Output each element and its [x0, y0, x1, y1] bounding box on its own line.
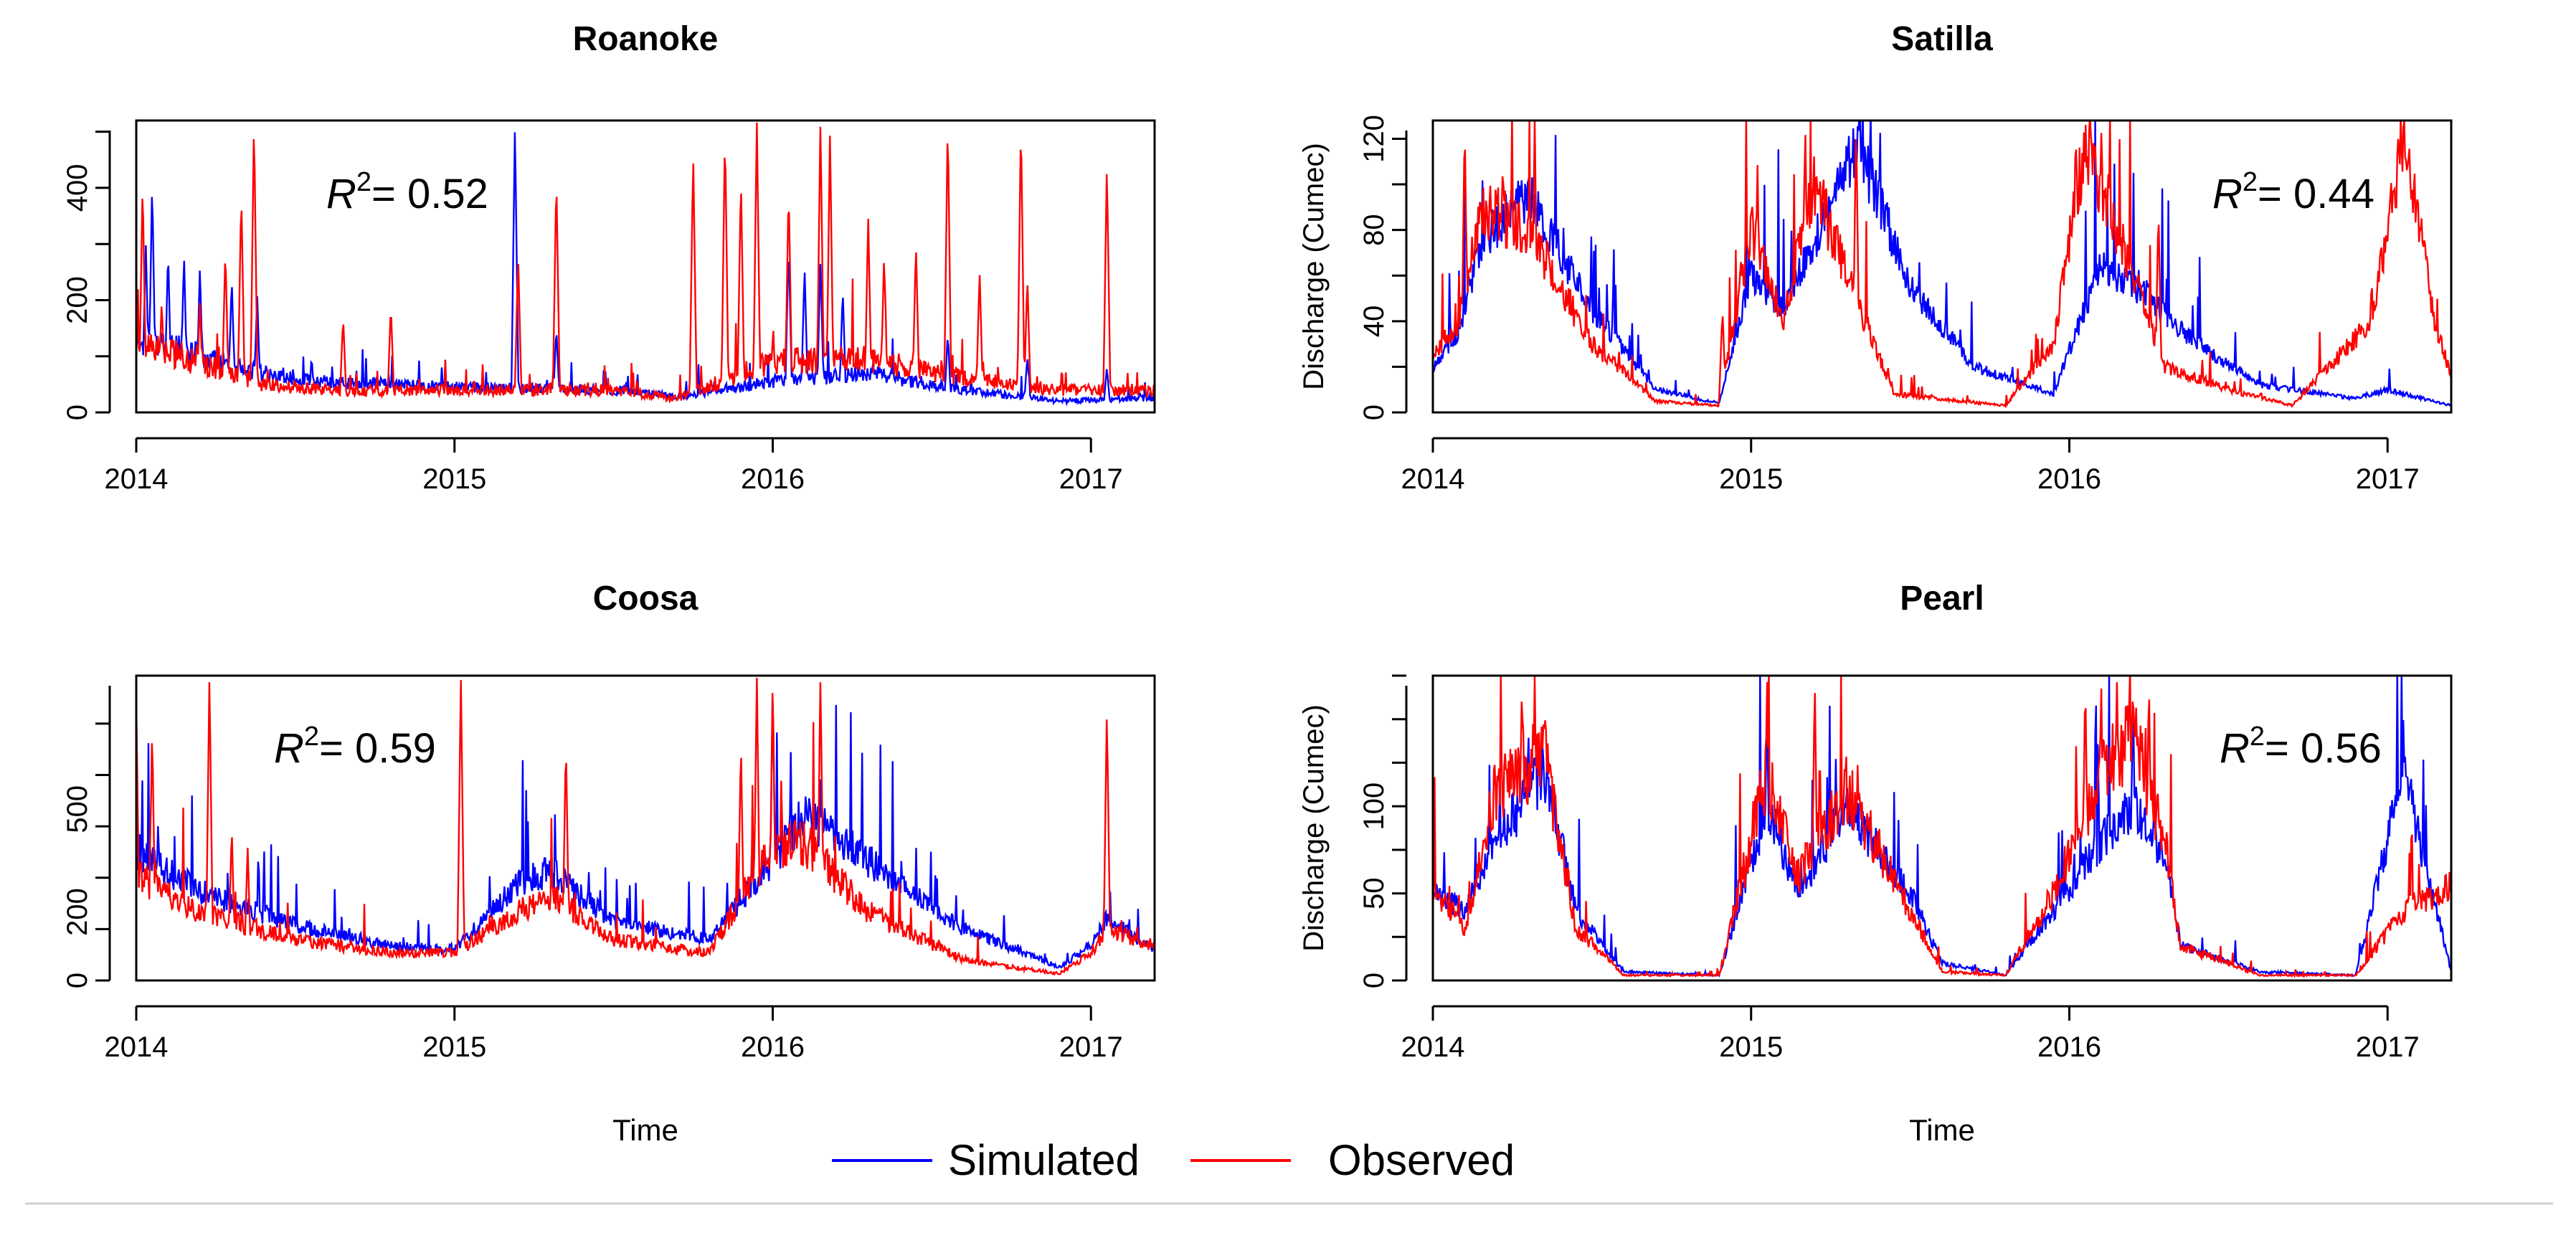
x-tick-label: 2017	[2356, 463, 2420, 495]
r-squared-superscript: 2	[2243, 167, 2258, 197]
y-tick-label: 400	[62, 164, 93, 212]
r-squared-annotation: R2= 0.56	[2220, 722, 2382, 772]
r-squared-superscript: 2	[304, 722, 319, 752]
r-squared-value: = 0.52	[371, 171, 488, 217]
x-tick-label: 2015	[1719, 463, 1783, 495]
panel-pearl: Pearl 0 50 100 2014 2015 2016 2017 Discharge (Cu…	[1298, 580, 2453, 1147]
r-squared-symbol: R	[274, 725, 304, 772]
r-squared-symbol: R	[2220, 725, 2250, 772]
x-tick-label: 2017	[2356, 1031, 2420, 1063]
chart-title: Roanoke	[573, 20, 719, 58]
x-axis-label: Time	[612, 1113, 678, 1147]
series-observed-line	[136, 122, 1155, 404]
y-tick-label: 200	[62, 888, 93, 936]
y-tick-label: 40	[1358, 306, 1390, 338]
x-tick-label: 2014	[1401, 1031, 1465, 1063]
plot-frame	[1431, 119, 2453, 414]
series-simulated-line	[1433, 676, 2451, 978]
series-observed-line	[136, 677, 1155, 976]
y-tick-label: 0	[1358, 405, 1390, 420]
x-tick-label: 2016	[741, 1031, 805, 1063]
x-tick-label: 2014	[105, 463, 169, 495]
chart-title: Coosa	[593, 580, 699, 618]
chart-title: Satilla	[1891, 20, 1993, 58]
y-tick-label: 200	[62, 276, 93, 324]
r-squared-superscript: 2	[2250, 722, 2265, 752]
r-squared-symbol: R	[326, 171, 356, 217]
x-tick-label: 2017	[1059, 463, 1123, 495]
x-tick-label: 2014	[1401, 463, 1465, 495]
legend-simulated-label: Simulated	[948, 1136, 1140, 1184]
x-tick-label: 2016	[2037, 1031, 2101, 1063]
y-tick-label: 120	[1358, 115, 1390, 163]
r-squared-annotation: R2= 0.52	[326, 167, 488, 217]
series-observed-line	[1433, 120, 2451, 409]
y-tick-label: 0	[1358, 973, 1390, 988]
x-tick-label: 2015	[422, 1031, 486, 1063]
panel-roanoke: Roanoke 0 200 400 2014 2015 2016 2017 R2= 0.52	[62, 20, 1156, 495]
x-tick-label: 2016	[741, 463, 805, 495]
panel-coosa: Coosa 0 200 500 2014 2015 2016 2017 Time R2= 0.59	[62, 580, 1156, 1147]
r-squared-value: = 0.56	[2265, 725, 2382, 772]
x-tick-label: 2015	[1719, 1031, 1783, 1063]
series-observed-line	[1433, 676, 2451, 979]
r-squared-annotation: R2= 0.44	[2212, 167, 2374, 217]
plot-frame	[1431, 674, 2453, 982]
r-squared-value: = 0.59	[319, 725, 436, 772]
r-squared-value: = 0.44	[2258, 171, 2374, 217]
y-tick-label: 0	[62, 973, 93, 988]
y-axis-label: Discharge (Cumec)	[1298, 704, 1330, 952]
y-tick-label: 0	[62, 405, 93, 420]
y-tick-label: 500	[62, 785, 93, 833]
x-axis-label: Time	[1909, 1113, 1975, 1147]
series-simulated-line	[136, 696, 1155, 970]
y-tick-label: 80	[1358, 214, 1390, 246]
y-tick-label: 100	[1358, 783, 1390, 831]
r-squared-annotation: R2= 0.59	[274, 722, 436, 772]
r-squared-symbol: R	[2212, 171, 2243, 217]
plot-frame	[135, 674, 1156, 982]
x-tick-label: 2015	[422, 463, 486, 495]
plot-frame	[135, 119, 1156, 414]
chart-title: Pearl	[1900, 580, 1984, 618]
legend: Simulated Observed	[832, 1136, 1515, 1184]
x-tick-label: 2016	[2037, 463, 2101, 495]
x-tick-label: 2017	[1059, 1031, 1123, 1063]
legend-observed-label: Observed	[1328, 1136, 1515, 1184]
y-tick-label: 50	[1358, 877, 1390, 909]
x-tick-label: 2014	[105, 1031, 169, 1063]
panel-satilla: Satilla 0 40 80 120 2014 2015 2016 2017 Discharge…	[1298, 20, 2453, 495]
y-axis-label: Discharge (Cumec)	[1298, 143, 1330, 390]
r-squared-superscript: 2	[356, 167, 371, 197]
